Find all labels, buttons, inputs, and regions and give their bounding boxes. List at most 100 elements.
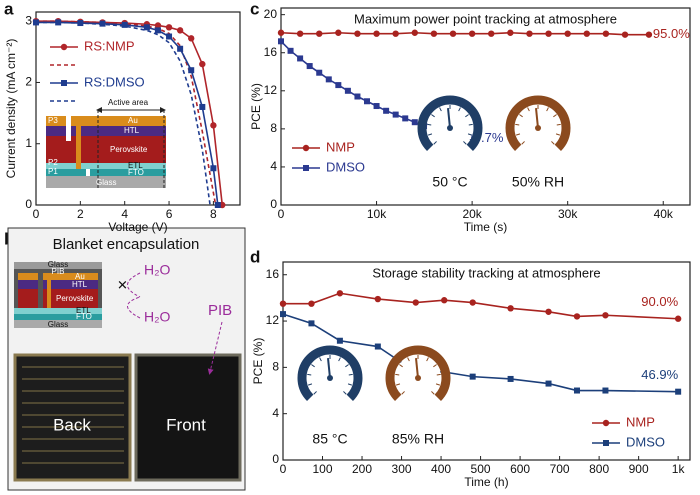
- data-point: [675, 388, 682, 395]
- layer-label: Glass: [48, 260, 68, 269]
- inset-label: P2: [48, 158, 58, 167]
- y-tick-label: 20: [264, 7, 278, 21]
- gauge-needle: [535, 108, 539, 129]
- data-point: [335, 82, 342, 89]
- gauge-hub: [447, 125, 453, 131]
- end-label: 95.0%: [653, 26, 690, 41]
- gauge-tick: [311, 364, 315, 368]
- data-point: [287, 47, 294, 54]
- y-tick-label: 8: [272, 360, 279, 374]
- y-tick-label: 4: [270, 159, 277, 173]
- data-point: [308, 300, 315, 307]
- data-point: [296, 30, 304, 37]
- gauge-tick: [515, 123, 520, 126]
- gauge-tick: [426, 357, 429, 362]
- inset-label: ETL: [128, 161, 143, 170]
- panel-letter: a: [4, 0, 14, 18]
- data-point: [344, 87, 351, 94]
- x-tick-label: 900: [629, 462, 649, 476]
- gauge-tick: [435, 383, 441, 386]
- cover-glass: [14, 262, 102, 269]
- layer-label: FTO: [76, 312, 92, 321]
- data-point: [383, 107, 390, 114]
- gauge-tick: [431, 391, 435, 395]
- data-point: [210, 122, 217, 129]
- gauge-tick: [427, 133, 433, 136]
- gauge-tick: [338, 357, 341, 362]
- y-tick-label: 2: [25, 75, 32, 89]
- fto-layer: [46, 169, 166, 176]
- panel-title: Blanket encapsulation: [53, 236, 200, 253]
- layer-label: Glass: [48, 320, 68, 329]
- data-point: [602, 30, 610, 37]
- x-tick-label: 200: [352, 462, 372, 476]
- x-tick-label: 10k: [367, 207, 387, 221]
- gauge-tick: [519, 114, 523, 118]
- data-point: [674, 315, 682, 322]
- inset-label: Active area: [108, 98, 149, 107]
- data-point: [302, 144, 310, 152]
- x-tick-label: 300: [392, 462, 412, 476]
- data-point: [373, 30, 380, 37]
- x-axis-label: Time (h): [464, 475, 508, 489]
- x-tick-label: 30k: [558, 207, 578, 221]
- data-point: [316, 30, 323, 37]
- y-tick-label: 16: [266, 267, 280, 281]
- y-axis-label: Current density (mA cm⁻²): [4, 39, 18, 179]
- x-tick-label: 700: [550, 462, 570, 476]
- y-tick-label: 0: [270, 197, 277, 211]
- data-point: [306, 63, 313, 70]
- data-point: [60, 43, 68, 51]
- data-point: [392, 30, 399, 37]
- data-point: [373, 103, 380, 110]
- x-tick-label: 4: [121, 207, 128, 221]
- gauge-tick: [433, 364, 437, 368]
- inset-label: Perovskite: [110, 145, 148, 154]
- panel-letter: c: [250, 0, 259, 18]
- data-point: [545, 308, 552, 315]
- gauge-tick: [395, 383, 401, 386]
- photo-label: Front: [166, 415, 206, 434]
- x-tick-label: 0: [280, 462, 287, 476]
- device-schematic: [46, 107, 166, 190]
- x-axis-label: Time (s): [464, 220, 508, 234]
- layer-label: HTL: [72, 280, 88, 289]
- layer-label: ETL: [76, 306, 91, 315]
- data-point: [277, 29, 285, 36]
- inset-label: Au: [128, 116, 138, 125]
- panel-letter: d: [250, 247, 260, 266]
- p1-scribe: [86, 169, 90, 176]
- x-tick-label: 6: [166, 207, 173, 221]
- y-tick-label: 0: [272, 452, 279, 466]
- p2-scribe: [76, 126, 81, 169]
- y-tick-label: 12: [266, 313, 280, 327]
- legend-label: RS:DMSO: [84, 74, 145, 89]
- x-tick-label: 8: [210, 207, 217, 221]
- gauge-tick: [521, 141, 525, 145]
- legend-label: NMP: [626, 414, 655, 429]
- data-point: [279, 300, 287, 307]
- data-point: [645, 31, 653, 38]
- data-point: [336, 337, 343, 344]
- data-point: [564, 30, 571, 37]
- gauge-ring: [505, 95, 571, 151]
- y-axis-label: PCE (%): [249, 83, 263, 130]
- htl-layer: [18, 280, 98, 289]
- gauge-needle: [415, 358, 419, 379]
- etl-layer: [46, 163, 166, 169]
- data-point: [177, 45, 184, 52]
- gauge-tick: [527, 107, 530, 112]
- data-point: [316, 69, 323, 76]
- data-point: [603, 440, 609, 446]
- y-tick-label: 0: [25, 197, 32, 211]
- data-point: [545, 380, 552, 387]
- photo-label: Back: [53, 415, 91, 434]
- x-tick-label: 400: [431, 462, 451, 476]
- gauge-tick: [555, 133, 561, 136]
- htl-layer: [46, 126, 166, 136]
- data-point: [214, 202, 221, 208]
- chart-title: Storage stability tracking at atmosphere: [372, 265, 600, 280]
- data-point: [166, 33, 173, 40]
- gauge-needle: [327, 358, 331, 379]
